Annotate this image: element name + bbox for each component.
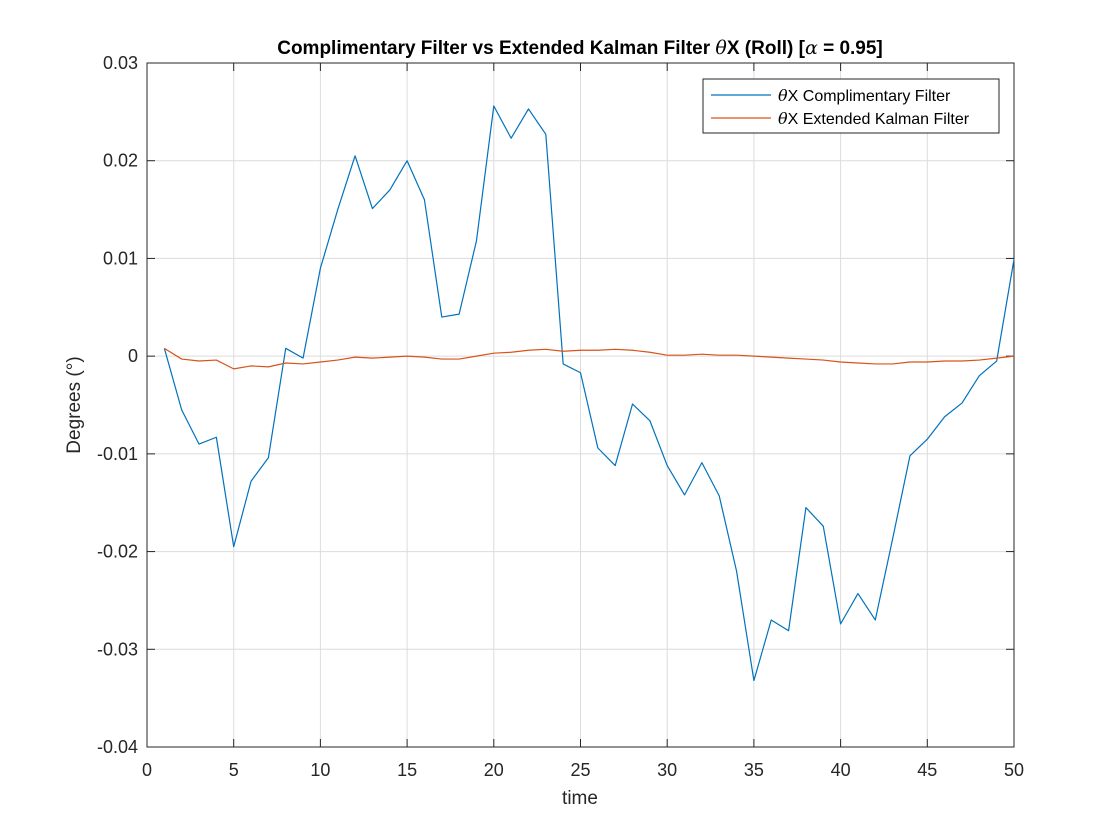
series-layer bbox=[163, 105, 1015, 682]
x-tick-label: 15 bbox=[397, 760, 417, 780]
x-tick-label: 0 bbox=[142, 760, 152, 780]
legend-entry-kalman: θX Extended Kalman Filter bbox=[778, 109, 970, 128]
y-tick-label: -0.04 bbox=[97, 737, 138, 757]
x-tick-label: 5 bbox=[229, 760, 239, 780]
legend-entry-complimentary: θX Complimentary Filter bbox=[778, 86, 951, 105]
y-tick-label: -0.01 bbox=[97, 444, 138, 464]
x-tick-label: 45 bbox=[917, 760, 937, 780]
kalman-filter-line bbox=[164, 347, 1015, 370]
x-tick-label: 30 bbox=[657, 760, 677, 780]
y-tick-label: -0.02 bbox=[97, 542, 138, 562]
complimentary-filter-line bbox=[163, 105, 1015, 682]
tick-layer: 0 5 10 15 20 25 30 35 40 45 50 -0.04 -0.03 -0.02 -0.01… bbox=[97, 53, 1024, 780]
y-axis-label: Degrees (°) bbox=[64, 356, 85, 453]
x-axis-label: time bbox=[562, 788, 598, 809]
y-tick-label: 0 bbox=[128, 346, 138, 366]
chart-title: Complimentary Filter vs Extended Kalman … bbox=[277, 37, 883, 59]
x-tick-label: 20 bbox=[484, 760, 504, 780]
legend-box bbox=[702, 78, 1000, 134]
y-tick-label: 0.02 bbox=[103, 151, 138, 171]
y-tick-label: 0.03 bbox=[103, 53, 138, 73]
x-tick-label: 40 bbox=[831, 760, 851, 780]
x-tick-label: 25 bbox=[570, 760, 590, 780]
x-tick-label: 35 bbox=[744, 760, 764, 780]
y-tick-label: -0.03 bbox=[97, 639, 138, 659]
x-tick-label: 10 bbox=[310, 760, 330, 780]
y-tick-label: 0.01 bbox=[103, 248, 138, 268]
legend: θX Complimentary Filter θX Extended Kalm… bbox=[702, 78, 1000, 134]
x-tick-label: 50 bbox=[1004, 760, 1024, 780]
